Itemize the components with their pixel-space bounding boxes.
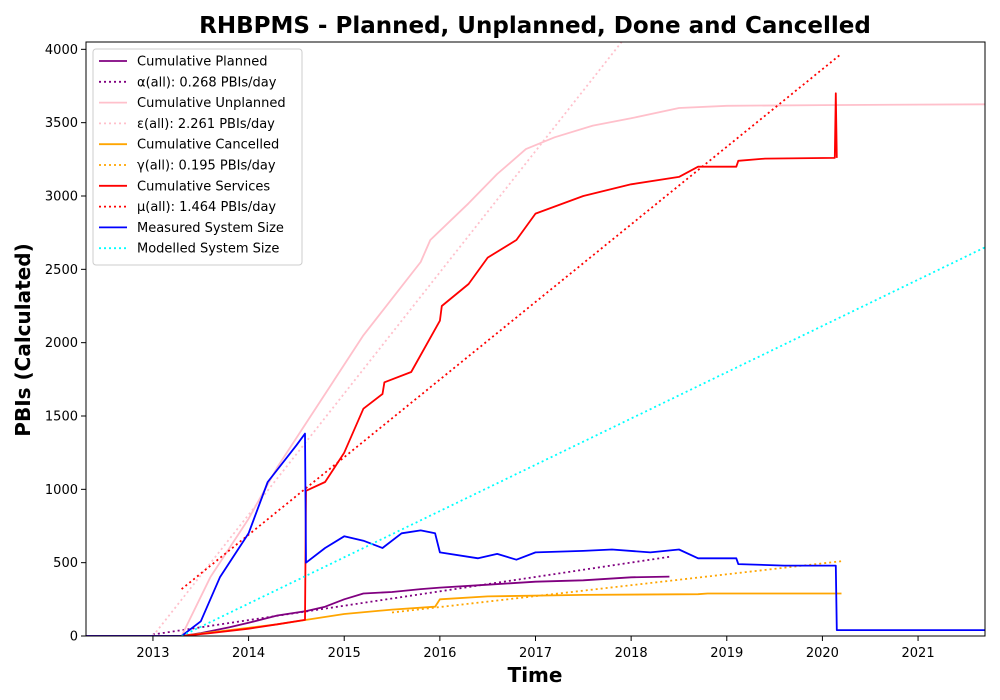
y-tick-label: 3500 [45,116,78,131]
series-line-5 [391,560,842,614]
legend: Cumulative Planned α(all): 0.268 PBIs/day… [92,48,303,266]
legend-label-5: γ(all): 0.195 PBIs/day [137,159,276,174]
legend-label-2: Cumulative Unplanned [137,96,286,111]
legend-label-4: Cumulative Cancelled [137,138,279,153]
legend-label-0: Cumulative Planned [137,55,267,70]
y-tick-label: 1500 [45,410,78,425]
series-line-6 [86,92,838,636]
y-tick-label: 1000 [45,483,78,498]
x-tick-label: 2015 [328,646,361,661]
series-line-8 [86,432,985,636]
series-line-1 [152,555,670,636]
legend-label-8: Measured System Size [137,221,284,236]
series-line-9 [181,246,985,636]
y-tick-label: 4000 [45,43,78,58]
legend-label-1: α(all): 0.268 PBIs/day [137,75,277,90]
chart-title: RHBPMS - Planned, Unplanned, Done and Ca… [199,13,871,39]
legend-label-3: ε(all): 2.261 PBIs/day [137,117,275,132]
series-line-7 [181,53,843,590]
series-line-0 [86,575,670,636]
x-axis-label: Time [508,663,563,687]
y-tick-label: 2000 [45,336,78,351]
x-tick-label: 2019 [710,646,743,661]
plot-area: 2013 2014 2015 2016 2017 2018 2019 2020 2021 0 500… [45,41,986,661]
legend-label-6: Cumulative Services [137,179,270,194]
x-tick-label: 2017 [519,646,552,661]
y-tick-label: 3000 [45,190,78,205]
y-tick-label: 2500 [45,263,78,278]
legend-box [92,48,303,266]
y-axis-label: PBIs (Calculated) [11,243,35,436]
y-tick-label: 500 [53,556,78,571]
y-tick-label: 0 [70,630,78,645]
series-group [86,42,985,636]
x-tick-label: 2014 [232,646,265,661]
legend-label-7: μ(all): 1.464 PBIs/day [137,200,276,215]
series-line-3 [152,42,623,636]
x-tick-label: 2013 [136,646,169,661]
x-tick-label: 2018 [615,646,648,661]
legend-label-9: Modelled System Size [137,242,279,257]
x-tick-label: 2021 [902,646,935,661]
x-tick-label: 2020 [806,646,839,661]
x-tick-label: 2016 [423,646,456,661]
